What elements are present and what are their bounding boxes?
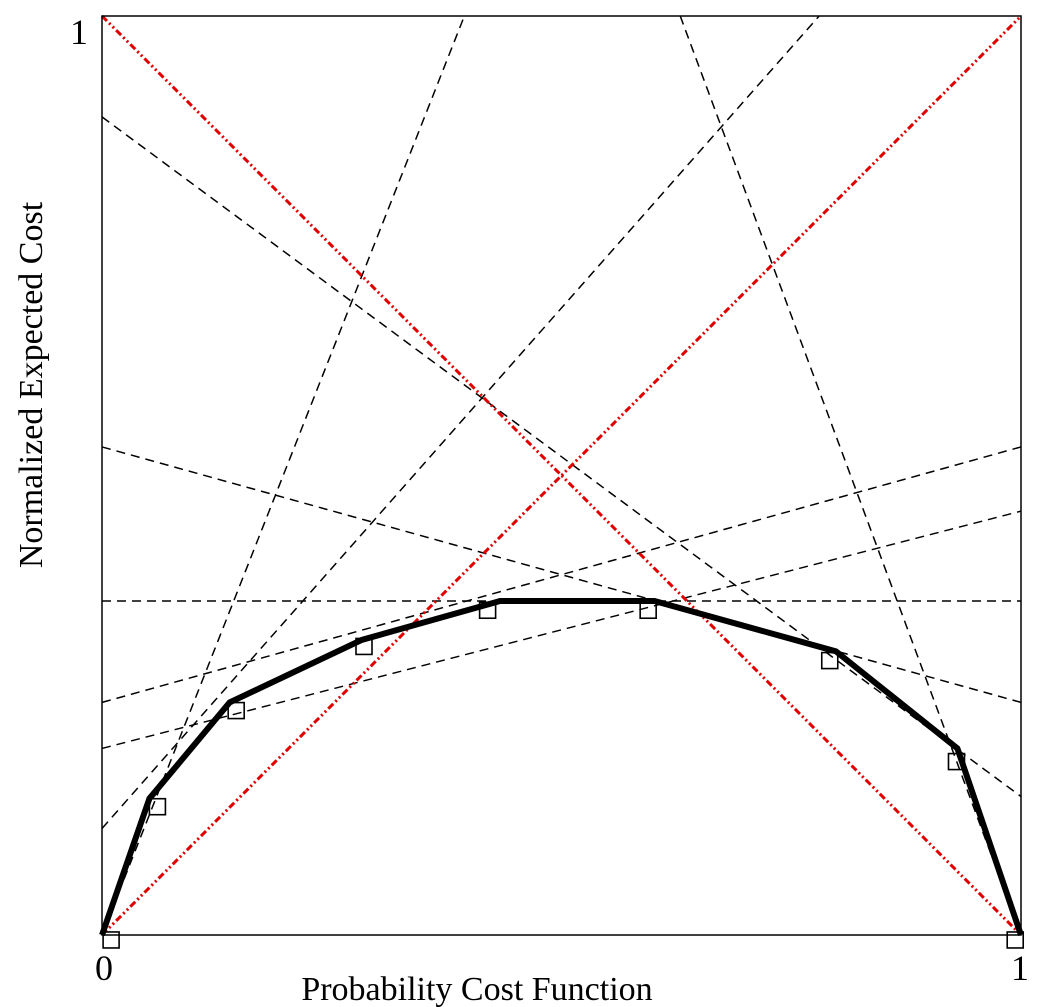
dashed-line-2 — [101, 116, 1022, 798]
lines-layer — [100, 14, 1023, 937]
red-diagonal-line-1 — [100, 14, 1023, 937]
square-marker-6 — [820, 651, 839, 670]
square-marker-3 — [355, 637, 373, 656]
square-marker-4 — [478, 601, 497, 620]
square-marker-7 — [947, 752, 966, 771]
dashed-line-1 — [101, 15, 820, 829]
plot-frame — [101, 15, 1022, 936]
red-diagonal-line-0 — [100, 14, 1023, 937]
dashed-line-3 — [101, 446, 1022, 704]
dashed-line-5 — [101, 446, 1022, 704]
dashed-line-7 — [679, 15, 1022, 936]
markers-layer — [102, 601, 1025, 949]
y-tick-label-1: 1 — [70, 12, 88, 52]
square-marker-8 — [1006, 931, 1025, 949]
x-tick-label-0: 0 — [95, 948, 113, 988]
x-tick-label-1: 1 — [1011, 948, 1029, 988]
lower-envelope-line — [99, 598, 1024, 936]
square-marker-1 — [148, 797, 167, 816]
square-marker-2 — [227, 701, 245, 720]
dashed-line-6 — [101, 510, 1022, 750]
curve-layer — [99, 598, 1024, 936]
x-axis-label: Probability Cost Function — [301, 971, 652, 1007]
dashed-line-0 — [101, 15, 466, 936]
y-axis-label: Normalized Expected Cost — [13, 201, 50, 568]
square-marker-0 — [102, 931, 120, 949]
square-marker-5 — [639, 601, 657, 620]
